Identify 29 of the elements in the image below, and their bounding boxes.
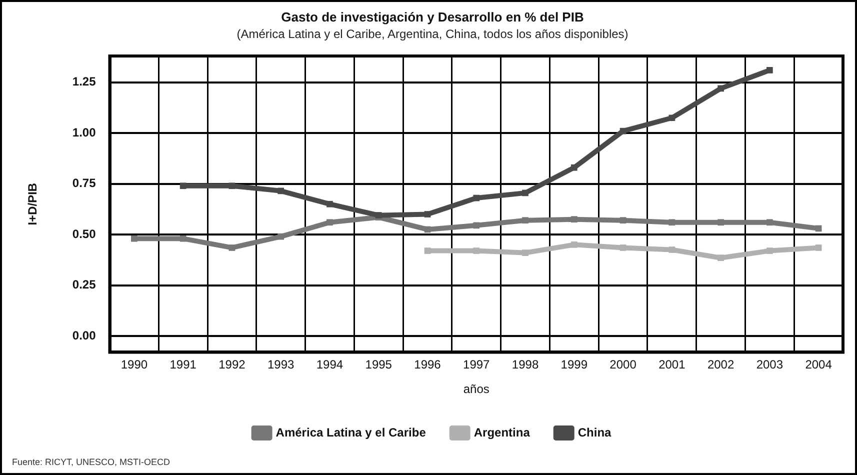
x-tick-label: 1997 [463,358,490,372]
x-tick-label: 1990 [120,358,148,372]
y-tick-label: 0.75 [72,176,96,190]
y-tick-label: 0.00 [72,328,96,342]
x-tick-label: 2001 [658,358,686,372]
legend-label: China [578,425,612,440]
x-tick-label: 1994 [316,358,344,372]
y-tick-label: 1.25 [72,74,96,89]
x-tick-label: 1992 [218,358,246,372]
chart-subtitle: (América Latina y el Caribe, Argentina, China, todos los años disponibles) [236,27,628,42]
x-tick-label: 1999 [560,358,588,372]
chart-title: Gasto de investigación y Desarrollo en % del PIB [281,9,584,24]
x-tick-label: 2004 [805,358,832,372]
legend-label: Argentina [474,425,530,440]
y-axis-title: I+D/PIB [26,182,40,226]
source-note: Fuente: RICYT, UNESCO, MSTI-OECD [12,457,171,467]
legend-label: América Latina y el Caribe [276,425,426,440]
x-tick-label: 1993 [267,358,295,372]
y-tick-label: 0.25 [72,278,96,292]
x-tick-label: 1998 [512,358,539,372]
x-tick-label: 1996 [414,358,442,372]
x-tick-label: 1991 [170,358,197,372]
y-tick-label: 1.00 [72,125,96,140]
x-tick-label: 2000 [610,358,637,372]
x-tick-label: 1995 [365,358,392,372]
x-tick-label: 2002 [707,358,734,372]
y-tick-label: 0.50 [72,226,96,241]
x-axis-title: años [463,382,490,396]
x-tick-label: 2003 [756,358,784,372]
